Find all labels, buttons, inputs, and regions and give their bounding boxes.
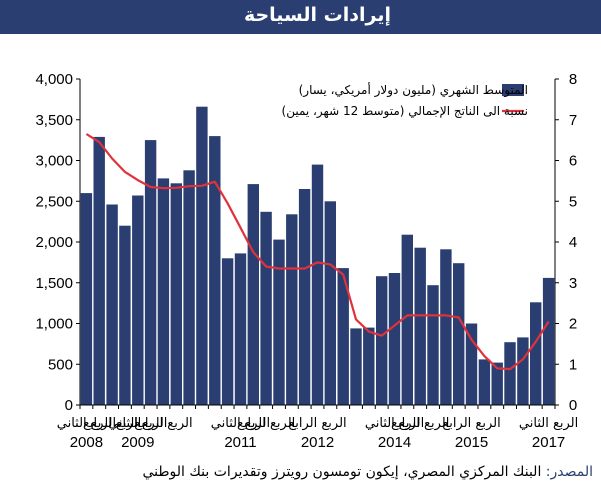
x-quarter-label: الربع الرابع — [391, 416, 449, 431]
right-tick-label: 1 — [569, 356, 577, 373]
source-note: المصدر: البنك المركزي المصري، إيكون تومس… — [143, 464, 594, 480]
right-tick-label: 2 — [569, 316, 577, 333]
bar — [144, 140, 157, 405]
bar — [376, 276, 388, 405]
right-tick-label: 3 — [569, 275, 577, 292]
bar — [196, 106, 208, 405]
legend-label-line: نسبة الى الناتج الإجمالي (متوسط 12 شهر، … — [282, 104, 528, 119]
x-quarter-label: الربع الثاني — [211, 416, 270, 431]
right-tick-label: 4 — [569, 234, 577, 251]
x-year-label: 2011 — [224, 434, 256, 451]
bar — [465, 323, 478, 405]
left-tick-label: 2,500 — [35, 193, 73, 210]
series-line — [85, 133, 550, 371]
bar — [542, 277, 555, 405]
bar — [106, 204, 118, 405]
bar — [363, 327, 375, 405]
left-tick-label: 0 — [65, 397, 73, 414]
x-year-label: 2008 — [70, 434, 103, 451]
bar — [286, 214, 298, 405]
left-tick-label: 1,000 — [35, 316, 73, 333]
chart-title: إيرادات السياحة — [243, 4, 391, 26]
x-quarter-label: الربع الثاني — [57, 416, 116, 431]
bar — [183, 170, 195, 405]
bar — [427, 285, 439, 405]
bar — [221, 258, 234, 405]
bar — [401, 234, 413, 405]
right-tick-label: 7 — [569, 112, 577, 129]
left-tick-label: 2,000 — [35, 234, 73, 251]
right-tick-label: 5 — [569, 193, 577, 210]
title-bar: إيرادات السياحة — [0, 0, 601, 34]
bar — [504, 342, 516, 405]
x-quarter-label: الربع الثاني — [365, 416, 424, 431]
x-year-label: 2009 — [121, 434, 154, 451]
x-year-label: 2012 — [301, 434, 334, 451]
x-quarter-label: الربع الرابع — [288, 416, 346, 431]
bar — [260, 211, 272, 405]
legend-swatch-bars — [502, 84, 524, 96]
x-quarter-label: الربع الرابع — [83, 416, 141, 431]
chart-svg: 0 500 1,000 1,500 2,000 2,500 3,000 3,500 4,000 0… — [35, 71, 578, 451]
bar — [298, 189, 311, 405]
x-quarter-label: الربع الثاني — [519, 416, 578, 431]
right-tick-label: 6 — [569, 153, 577, 170]
bar — [388, 273, 401, 405]
bar — [119, 225, 131, 405]
x-quarter-label: الربع الثاني — [108, 416, 167, 431]
left-tick-label: 3,500 — [35, 112, 73, 129]
source-text: البنك المركزي المصري، إيكون تومسون رويتر… — [142, 464, 546, 480]
left-tick-label: 3,000 — [35, 153, 73, 170]
bar — [517, 337, 529, 405]
x-quarter-label: الربع الرابع — [134, 416, 192, 431]
bar — [491, 362, 503, 405]
bar — [209, 136, 221, 405]
bar — [414, 247, 426, 405]
bar — [273, 239, 285, 405]
bar — [350, 328, 362, 405]
x-year-label: 2014 — [378, 434, 411, 451]
bar — [324, 201, 336, 406]
bar — [247, 184, 259, 405]
bar — [478, 359, 491, 405]
left-tick-label: 500 — [48, 356, 73, 373]
legend-label-bars: المتوسط الشهري (مليون دولار أمريكي، يسار… — [299, 82, 528, 98]
bar — [132, 195, 144, 405]
right-tick-label: 8 — [569, 71, 577, 88]
bar — [337, 268, 349, 405]
x-year-label: 2017 — [532, 434, 565, 451]
bar — [530, 302, 542, 405]
bar — [157, 178, 170, 405]
x-quarter-label: الربع الرابع — [442, 416, 500, 431]
bar — [80, 193, 93, 405]
bar — [170, 183, 182, 405]
bar — [440, 249, 452, 405]
x-year-label: 2015 — [455, 434, 488, 451]
bar — [453, 263, 465, 405]
source-label: المصدر: — [545, 464, 593, 480]
right-tick-label: 0 — [569, 397, 577, 414]
left-tick-label: 4,000 — [35, 71, 73, 88]
bar — [311, 164, 324, 405]
x-quarter-label: الربع الرابع — [237, 416, 295, 431]
bar — [93, 136, 105, 405]
bar — [234, 253, 247, 405]
left-tick-label: 1,500 — [35, 275, 73, 292]
